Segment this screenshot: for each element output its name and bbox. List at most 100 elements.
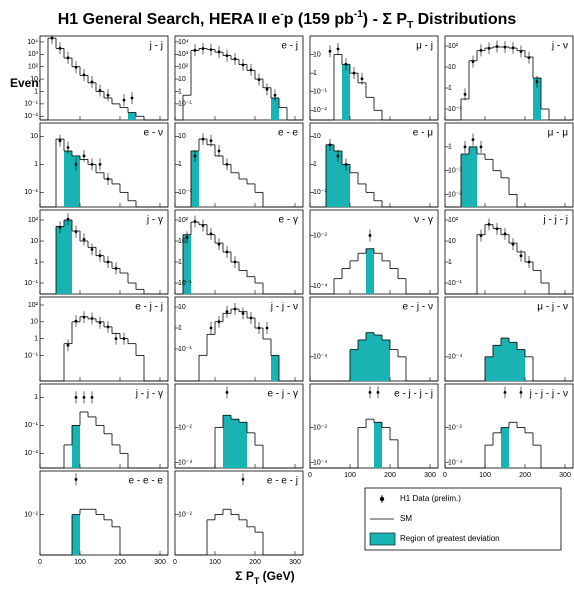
title-part: - [280,9,283,20]
panel: 10⁻⁴ e - j - ν [309,296,439,382]
data-point [249,316,253,320]
data-point [463,92,467,96]
panel-label: e - e - j [267,476,298,487]
panel-frame [174,470,304,556]
y-tick-label: 1 [178,161,182,168]
x-tick-label: 200 [519,472,531,479]
y-tick-label: 10⁻² [313,424,327,431]
y-tick-label: 1 [34,394,38,401]
panel: 10² 10 1 10⁻¹ e - γ [174,209,304,295]
y-tick-label: 10⁻⁴ [313,354,328,361]
panel-label: μ - j [416,41,433,52]
panel-label: e - e [278,128,298,139]
sm-step-connector [484,338,534,381]
data-point [519,390,523,394]
panel-label: e - ν [144,128,163,139]
data-point [82,315,86,319]
panel-label: j - j - γ [135,389,163,400]
data-point [90,395,94,399]
data-point [74,65,78,69]
panel: 10 1 10⁻¹ 10⁻² μ - j [309,35,439,121]
data-point [225,250,229,254]
deviation-bar [128,112,136,120]
x-tick-label: 0 [38,559,42,566]
y-tick-label: 10⁻¹ [313,89,327,96]
sm-step-connector [190,139,264,207]
sm-step-connector [182,222,264,294]
y-tick-label: 1 [448,259,452,266]
data-point [241,63,245,67]
panel: 10² 10 1 10⁻¹ j - j - j [444,209,574,295]
y-tick-label: 10 [313,133,321,140]
data-point [328,49,332,53]
deviation-bar [509,342,517,381]
deviation-bar [501,338,509,381]
y-tick-label: 10 [178,76,186,83]
data-point [82,73,86,77]
y-tick-label: 10⁻¹ [178,280,192,287]
y-tick-label: 1 [178,259,182,266]
legend: H1 Data (prelim.) SM Region of greatest … [364,487,562,551]
panel: 1 10⁻¹ 10⁻² μ - μ [444,122,574,208]
deviation-bar [183,234,191,294]
y-tick-label: 1 [34,335,38,342]
deviation-bar [56,226,64,294]
y-tick-label: 10⁴ [178,39,189,46]
data-point [82,395,86,399]
panel-frame [39,470,169,556]
deviation-bar [342,164,350,207]
sm-step-connector [63,316,145,381]
y-tick-label: 10⁻² [178,511,192,518]
data-point [90,80,94,84]
y-tick-label: 10² [178,64,189,71]
deviation-bar [334,151,342,207]
title-part: T [407,20,413,31]
y-tick-label: 10⁻⁴ [448,354,463,361]
y-tick-label: 10 [30,319,38,326]
y-tick-label: 10⁻⁴ [448,460,463,467]
x-label-part: (GeV) [259,569,294,583]
x-tick-label: 0 [308,472,312,479]
data-point [249,68,253,72]
data-point [257,78,261,82]
data-point [201,224,205,227]
data-point [368,390,372,394]
title-part: H1 General Search, HERA II e [58,11,281,28]
data-point [74,319,78,323]
deviation-bar [485,356,493,381]
y-tick-label: 10 [178,304,186,311]
data-point [336,47,340,51]
data-point [106,177,110,181]
y-tick-label: 10⁻¹ [448,106,462,113]
panel: 10² 10 1 10⁻¹ j - γ [24,209,169,295]
data-point [201,137,205,141]
y-tick-label: 10⁻¹ [24,280,38,287]
data-point [479,48,483,52]
panel-label: e - j - ν [402,302,433,313]
data-point [233,57,237,61]
y-tick-label: 10⁻¹ [313,189,327,196]
panel: 10 1 10⁻¹ e - e [174,122,304,208]
data-point [344,162,348,166]
y-tick-label: 10² [28,64,39,71]
data-point [209,48,213,51]
data-point [487,222,491,226]
data-point [233,307,237,311]
data-point [336,154,340,158]
data-point [265,87,269,91]
panel-label: e - j - γ [267,389,298,400]
y-tick-label: 10⁻¹ [178,101,192,108]
deviation-bar [374,335,382,381]
deviation-bar [358,339,366,381]
legend-label: H1 Data (prelim.) [400,494,461,503]
data-point [122,337,126,341]
data-point [225,310,229,314]
panel-frame [444,35,574,121]
sm-step-connector [325,144,383,207]
panel-frame [39,122,169,208]
deviation-bar [366,248,374,294]
data-point [217,242,221,246]
data-point [58,139,62,143]
x-label-part: Σ P [235,569,254,583]
sm-step-connector [63,412,129,468]
